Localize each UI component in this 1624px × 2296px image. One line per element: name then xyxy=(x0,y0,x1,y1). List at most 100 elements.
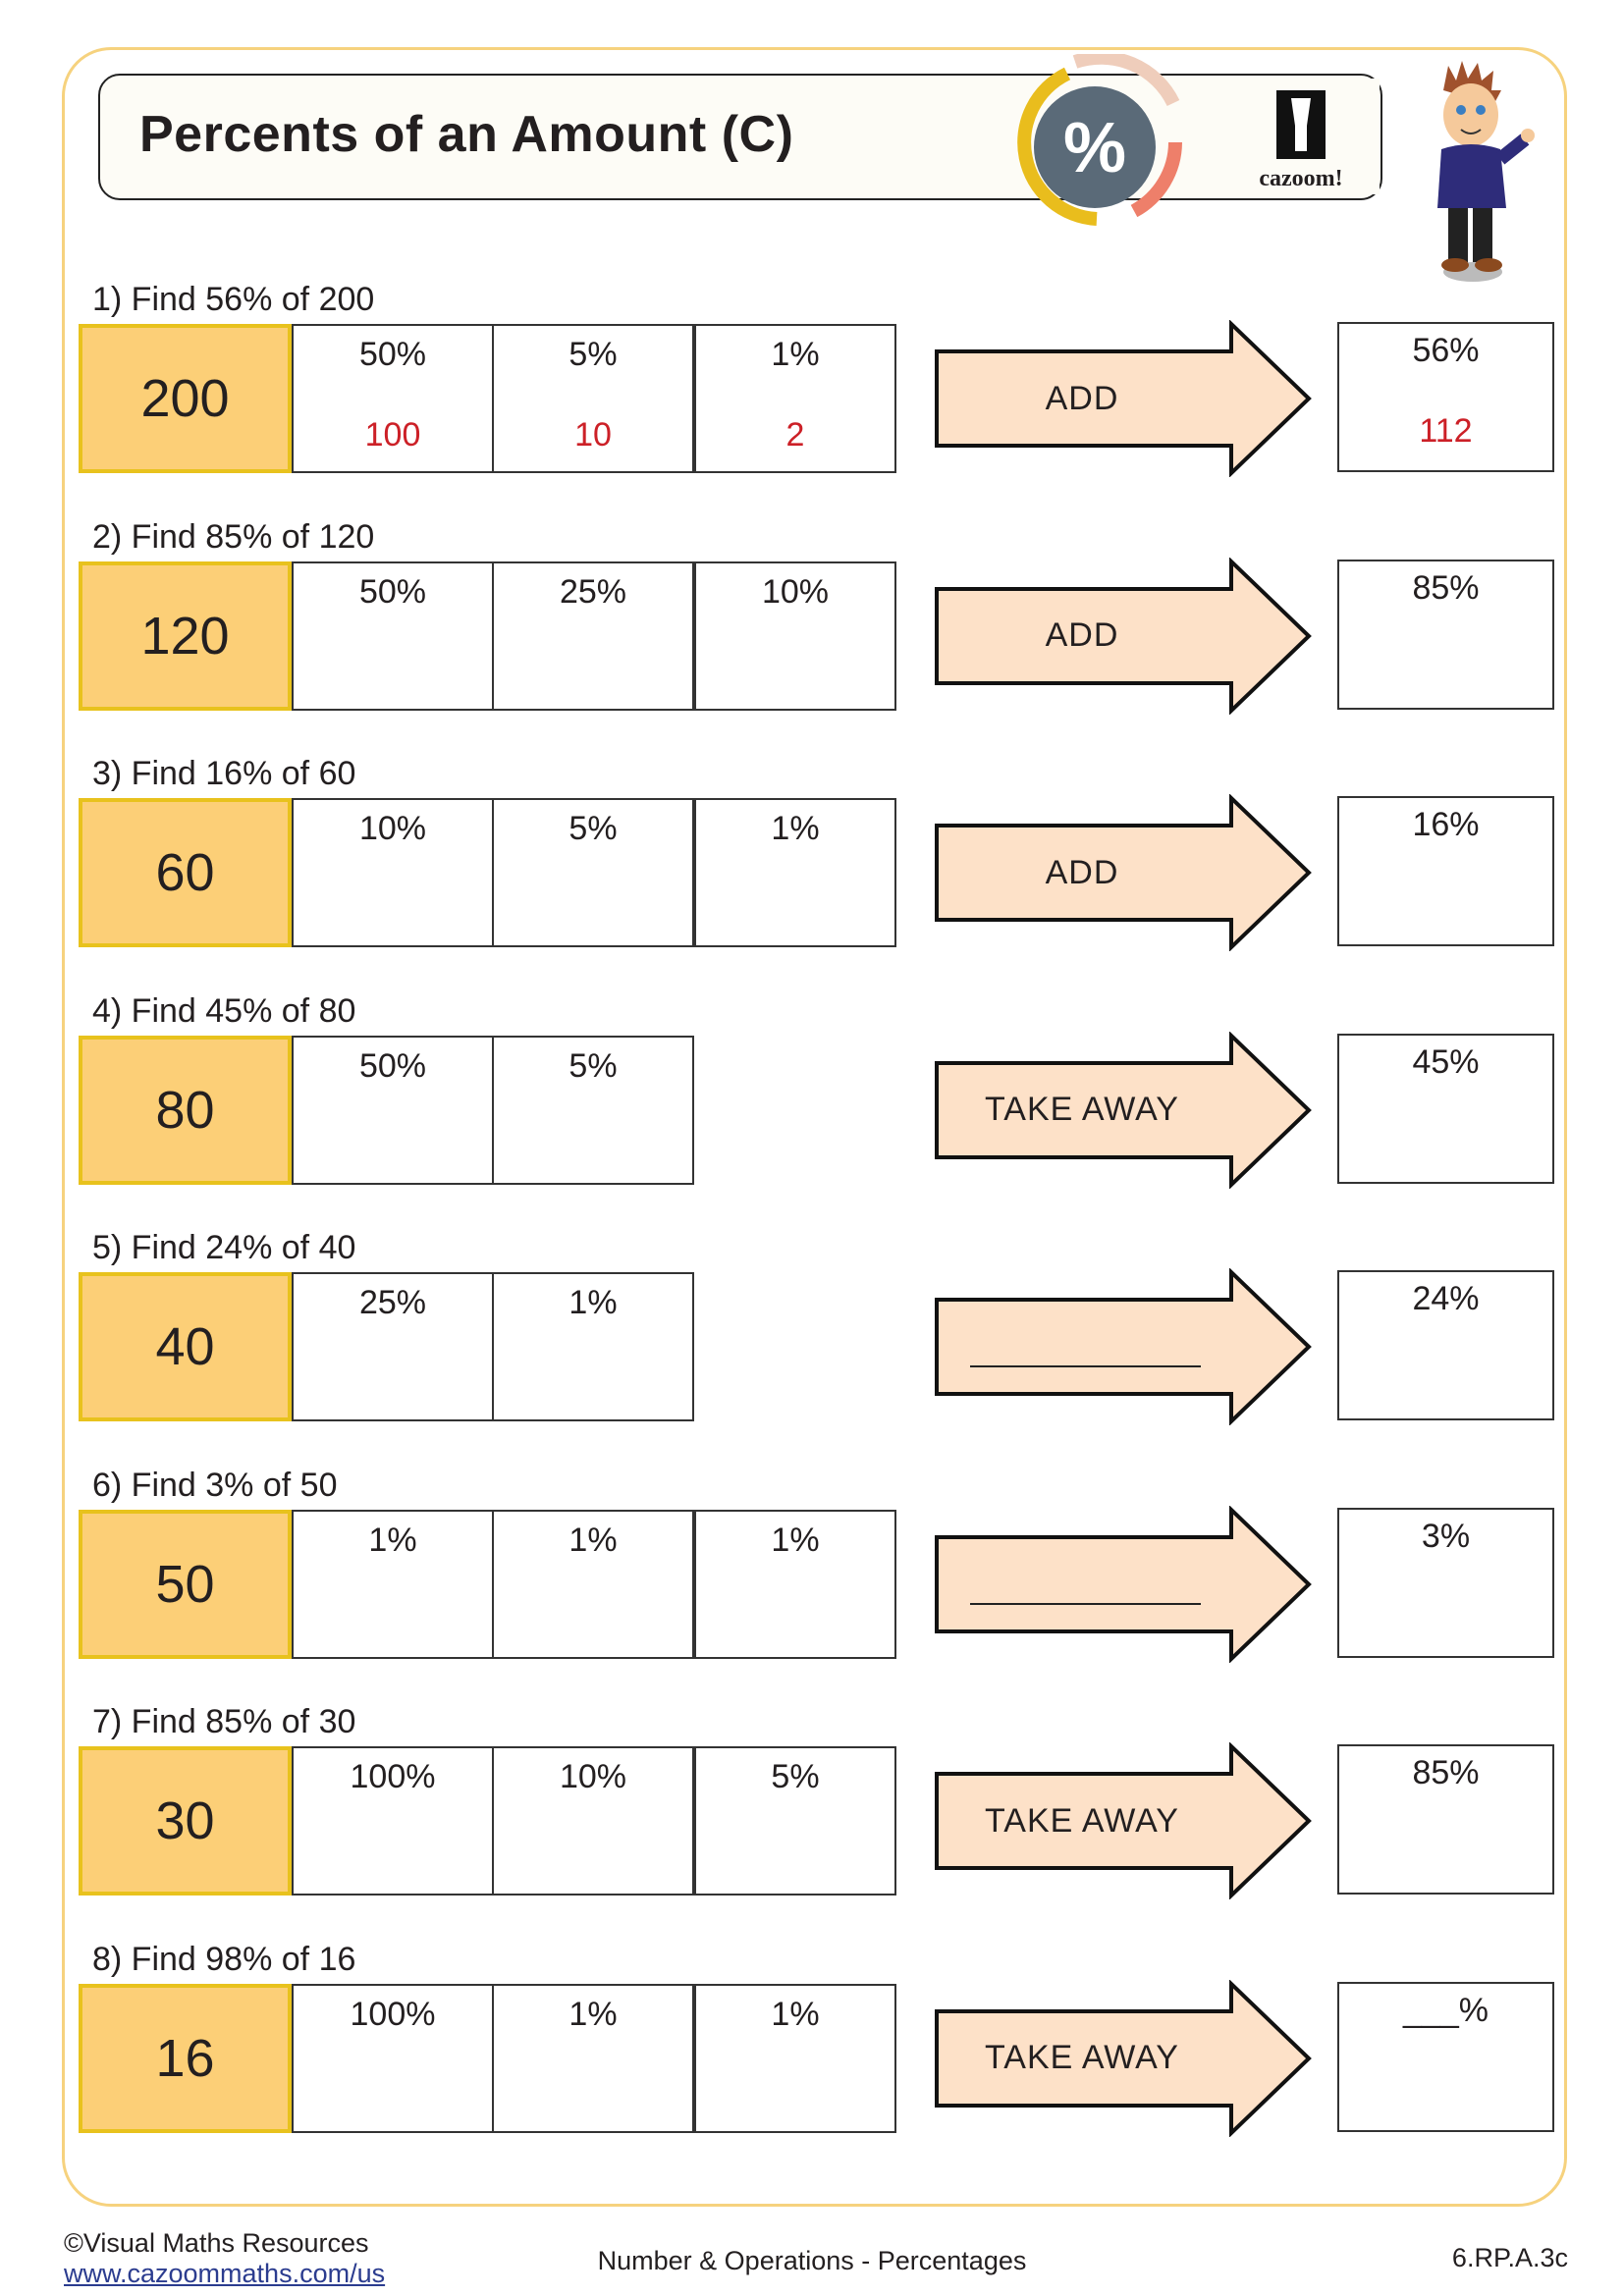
result-answer: 112 xyxy=(1419,412,1473,450)
cell-answer: 10 xyxy=(574,416,612,454)
cell-percent: 50% xyxy=(358,572,427,611)
topic-text: Number & Operations - Percentages xyxy=(597,2246,1027,2275)
arrow-icon xyxy=(935,557,1312,715)
logo-text: cazoom! xyxy=(1259,166,1343,191)
operation-label: ADD xyxy=(1045,853,1119,891)
cell-percent: 5% xyxy=(568,1046,618,1085)
percent-cell[interactable]: 1% xyxy=(492,1983,694,2133)
result-percent: 85% xyxy=(1412,568,1480,607)
amount-box: 120 xyxy=(79,561,292,711)
question-label: 7) Find 85% of 30 xyxy=(92,1703,356,1740)
cell-percent: 1% xyxy=(771,336,820,373)
percent-badge-icon: % xyxy=(1017,54,1182,226)
result-box[interactable]: 85% xyxy=(1337,1744,1554,1895)
percent-cell[interactable]: 1% xyxy=(694,1983,896,2133)
percent-cell[interactable]: 5% xyxy=(492,1035,694,1185)
percent-cell[interactable]: 1% 2 xyxy=(694,324,896,473)
arrow-icon xyxy=(935,1268,1312,1425)
cell-percent: 1% xyxy=(568,1995,618,2033)
question-label: 1) Find 56% of 200 xyxy=(92,281,375,318)
percent-cell[interactable]: 1% xyxy=(694,1509,896,1659)
percent-cell[interactable]: 10% xyxy=(492,1746,694,1896)
website-link[interactable]: www.cazoommaths.com/us xyxy=(64,2259,386,2288)
cell-percent: 10% xyxy=(559,1758,627,1795)
cell-percent: 1% xyxy=(568,1521,618,1559)
cell-percent: 1% xyxy=(771,1995,820,2033)
percent-cell[interactable]: 5% 10 xyxy=(492,324,694,473)
result-box[interactable]: 45% xyxy=(1337,1033,1554,1184)
copyright-text: ©Visual Maths Resources xyxy=(64,2228,369,2258)
result-box[interactable]: ___% xyxy=(1337,1981,1554,2132)
percent-cell[interactable]: 100% xyxy=(292,1746,494,1896)
result-percent: 85% xyxy=(1412,1754,1480,1791)
cell-percent: 5% xyxy=(771,1758,820,1795)
percent-cell[interactable]: 25% xyxy=(492,561,694,711)
amount-box: 60 xyxy=(79,798,292,947)
percent-cell[interactable]: 50% xyxy=(292,1035,494,1185)
result-percent: ___% xyxy=(1403,1991,1489,2029)
percent-cell[interactable]: 5% xyxy=(492,798,694,947)
amount-box: 200 xyxy=(79,324,292,473)
percent-cell[interactable]: 10% xyxy=(292,798,494,947)
cell-percent: 5% xyxy=(568,336,618,373)
percent-cell[interactable]: 50% xyxy=(292,561,494,711)
question-row: 8) Find 98% of 16 16 100% 1% 1% TAKE AWA… xyxy=(0,1941,1624,2219)
question-label: 2) Find 85% of 120 xyxy=(92,517,375,556)
question-row: 3) Find 16% of 60 60 10% 5% 1% ADD 16% xyxy=(0,755,1624,1034)
cell-percent: 1% xyxy=(568,1284,618,1321)
cell-percent: 10% xyxy=(358,810,427,847)
arrow-icon xyxy=(935,1742,1312,1899)
percent-cell[interactable]: 100% xyxy=(292,1983,494,2133)
operation-label: TAKE AWAY xyxy=(985,1091,1179,1128)
standard-code: 6.RP.A.3c xyxy=(1451,2243,1568,2272)
result-percent: 3% xyxy=(1421,1517,1471,1555)
percent-cell[interactable]: 5% xyxy=(694,1746,896,1896)
percent-cell[interactable]: 1% xyxy=(292,1509,494,1659)
result-box[interactable]: 24% xyxy=(1337,1270,1554,1420)
operation-label: ADD xyxy=(1045,379,1119,417)
result-percent: 16% xyxy=(1412,806,1480,843)
percent-cell[interactable]: 50% 100 xyxy=(292,324,494,473)
percent-cell[interactable]: 10% xyxy=(694,561,896,711)
result-percent: 45% xyxy=(1412,1042,1480,1081)
percent-cell[interactable]: 1% xyxy=(492,1272,694,1421)
percent-cell[interactable]: 25% xyxy=(292,1272,494,1421)
cell-percent: 25% xyxy=(559,572,627,611)
page-frame xyxy=(62,47,1567,2207)
operation-label: TAKE AWAY xyxy=(985,1801,1179,1840)
cell-percent: 50% xyxy=(358,336,427,373)
question-row: 4) Find 45% of 80 80 50% 5% TAKE AWAY 45… xyxy=(0,992,1624,1271)
result-box[interactable]: 3% xyxy=(1337,1507,1554,1658)
percent-cell[interactable]: 1% xyxy=(492,1509,694,1659)
arrow-icon xyxy=(935,320,1312,477)
cell-percent: 1% xyxy=(771,810,820,847)
question-row: 1) Find 56% of 200 200 50% 100 5% 10 1% … xyxy=(0,281,1624,560)
amount-box: 80 xyxy=(79,1035,292,1185)
question-label: 8) Find 98% of 16 xyxy=(92,1940,356,1978)
result-box[interactable]: 85% xyxy=(1337,559,1554,710)
question-row: 5) Find 24% of 40 40 25% 1% 24% xyxy=(0,1229,1624,1508)
cell-percent: 10% xyxy=(761,572,830,611)
question-label: 5) Find 24% of 40 xyxy=(92,1229,356,1266)
cell-answer: 100 xyxy=(364,416,421,454)
question-label: 6) Find 3% of 50 xyxy=(92,1466,338,1504)
result-percent: 24% xyxy=(1412,1280,1480,1317)
amount-box: 50 xyxy=(79,1509,292,1659)
cartoon-boy-icon xyxy=(1437,61,1535,282)
cell-percent: 25% xyxy=(358,1284,427,1321)
logo-mark-icon xyxy=(1276,90,1326,159)
question-row: 6) Find 3% of 50 50 1% 1% 1% 3% xyxy=(0,1467,1624,1745)
result-box[interactable]: 56% 112 xyxy=(1337,322,1554,472)
amount-box: 40 xyxy=(79,1272,292,1421)
question-row: 2) Find 85% of 120 120 50% 25% 10% ADD 8… xyxy=(0,518,1624,797)
result-percent: 56% xyxy=(1412,332,1480,369)
cazoom-logo: cazoom! xyxy=(1222,79,1380,194)
operation-blank-line[interactable] xyxy=(970,1365,1201,1367)
percent-cell[interactable]: 1% xyxy=(694,798,896,947)
title-box: Percents of an Amount (C) xyxy=(98,74,1382,200)
footer-left: ©Visual Maths Resources www.cazoommaths.… xyxy=(64,2228,385,2289)
operation-blank-line[interactable] xyxy=(970,1602,1201,1605)
result-box[interactable]: 16% xyxy=(1337,796,1554,946)
arrow-icon xyxy=(935,1979,1312,2137)
